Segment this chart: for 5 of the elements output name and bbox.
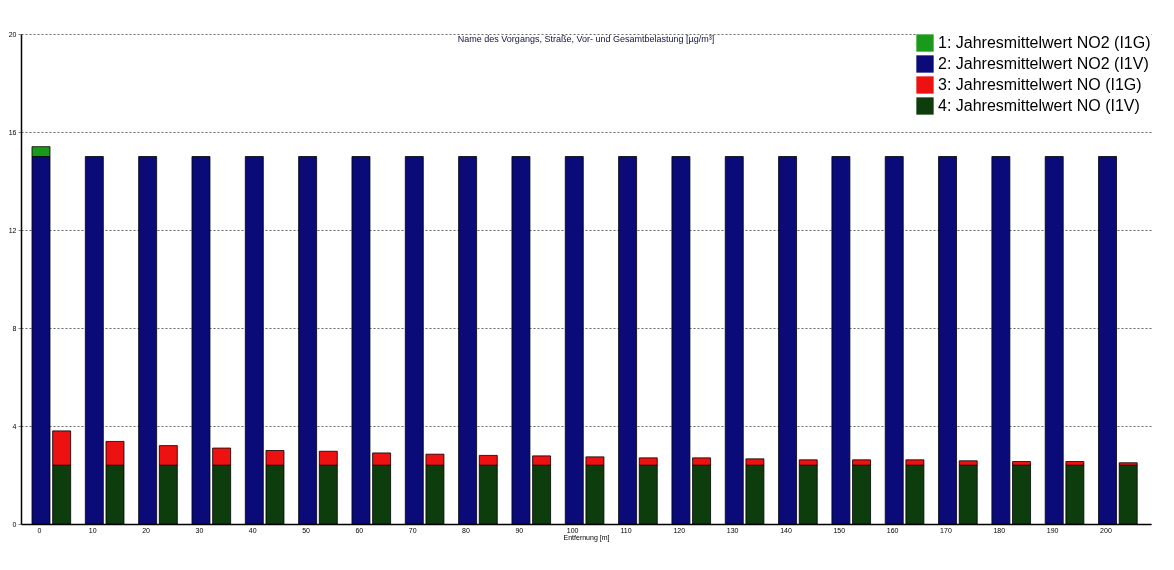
- chart-title: Name des Vorgangs, Straße, Vor- und Gesamtbelastung [µg/m³]: [457, 34, 715, 44]
- legend-label: 1: Jahresmittelwert NO2 (I1G): [938, 34, 1151, 51]
- legend-label: 2: Jahresmittelwert NO2 (I1V): [938, 55, 1149, 72]
- legend-label: 3: Jahresmittelwert NO (I1G): [938, 76, 1142, 93]
- legend-label: 4: Jahresmittelwert NO (I1V): [938, 97, 1140, 114]
